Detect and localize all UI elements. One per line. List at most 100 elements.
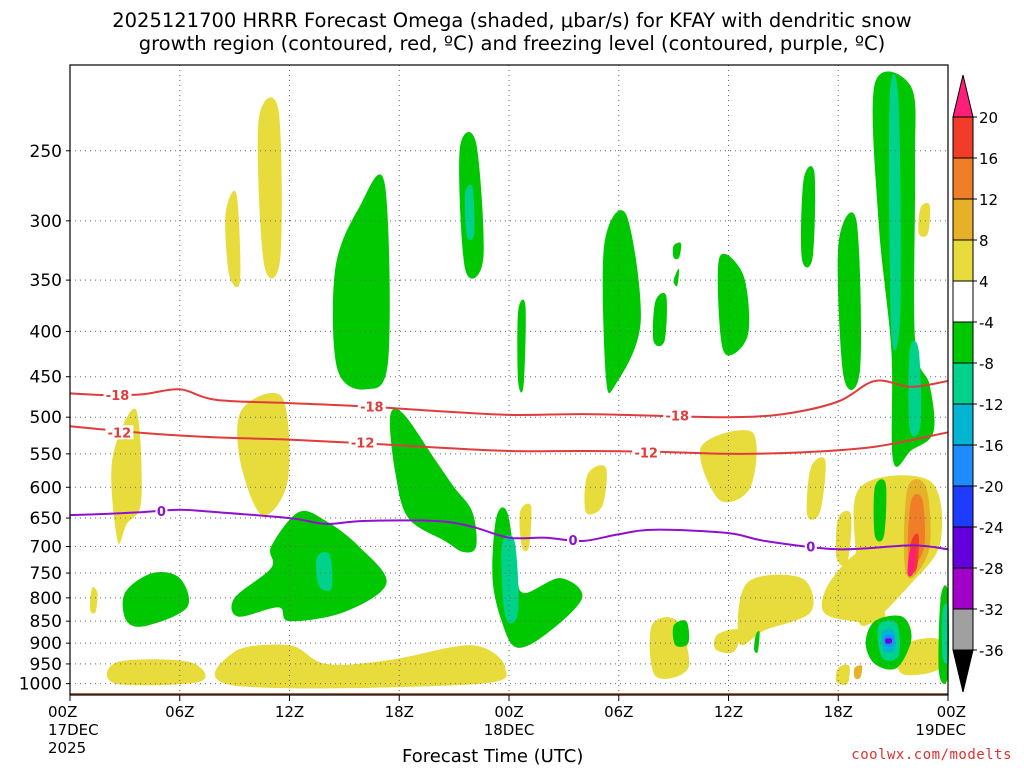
omega-region-42 <box>908 340 922 437</box>
x-date-label-4: 18DEC <box>484 721 535 739</box>
omega-region-12 <box>714 629 741 654</box>
x-tick-label-3: 18Z <box>385 703 414 721</box>
omega-region-13 <box>806 457 826 520</box>
y-tick-label-7: 600 <box>30 478 62 498</box>
chart-title-line-1: 2025121700 HRRR Forecast Omega (shaded, … <box>112 9 912 32</box>
omega-region-15 <box>835 510 852 567</box>
contour-label-bg-2-0 <box>155 503 168 518</box>
terrain-rect <box>70 693 948 695</box>
y-tick-label-13: 900 <box>30 634 62 654</box>
x-date-label-0: 17DEC <box>48 721 99 739</box>
contour-label-bg-1-1 <box>348 435 377 450</box>
x-tick-label-2: 12Z <box>275 703 304 721</box>
contour-line-1 <box>69 425 949 455</box>
colorbar-box-4 <box>952 239 974 282</box>
y-tick-label-11: 800 <box>30 589 62 609</box>
omega-region-0 <box>237 392 290 516</box>
y-tick-label-2: 350 <box>30 271 62 291</box>
chart-title-line-2: growth region (contoured, red, ºC) and f… <box>138 32 886 55</box>
omega-region-6 <box>214 644 507 689</box>
omega-shading <box>89 71 950 689</box>
colorbar-box-6 <box>952 321 974 364</box>
terrain-band <box>70 693 948 695</box>
omega-region-18 <box>835 664 850 685</box>
x-year-label-0: 2025 <box>48 739 86 757</box>
colorbar-box-13 <box>952 608 974 651</box>
colorbar-box-9 <box>952 444 974 487</box>
contour-label-bg-0-1 <box>357 399 386 414</box>
colorbar-box-12 <box>952 567 974 610</box>
omega-region-22 <box>517 299 526 393</box>
omega-region-28 <box>800 166 816 268</box>
omega-region-20 <box>332 174 390 390</box>
contour-label-0-2: -18 <box>666 410 690 425</box>
colorbar-label-9: -20 <box>979 478 1004 496</box>
colorbar-label-7: -12 <box>979 396 1004 414</box>
omega-region-16 <box>853 475 943 626</box>
omega-region-23 <box>602 210 641 394</box>
credit-link[interactable]: coolwx.com/modelts <box>851 747 1012 763</box>
omega-region-8 <box>519 503 532 552</box>
omega-region-32 <box>424 492 445 532</box>
contour-label-bg-1-2 <box>632 445 661 460</box>
contour-label-1-2: -12 <box>634 446 658 461</box>
omega-region-50 <box>885 638 892 644</box>
y-tick-label-5: 500 <box>30 408 62 428</box>
x-tick-label-8: 00Z <box>937 703 966 721</box>
omega-region-31 <box>389 408 477 553</box>
omega-region-10 <box>737 574 814 646</box>
x-tick-label-5: 06Z <box>604 703 633 721</box>
omega-region-54 <box>907 547 916 577</box>
x-tick-label-4: 00Z <box>494 703 523 721</box>
contour-label-0-0: -18 <box>106 389 130 404</box>
y-tick-label-10: 750 <box>30 564 62 584</box>
omega-region-37 <box>754 630 760 653</box>
omega-region-1 <box>257 97 282 279</box>
contour-label-bg-0-0 <box>103 388 132 403</box>
omega-region-3 <box>111 408 142 544</box>
colorbar-label-1: 16 <box>979 150 998 168</box>
colorbar-box-10 <box>952 485 974 528</box>
omega-region-29 <box>837 212 862 391</box>
colorbar-label-4: 4 <box>979 273 989 291</box>
omega-region-34 <box>231 510 387 622</box>
x-tick-label-1: 06Z <box>165 703 194 721</box>
colorbar-box-2 <box>952 157 974 200</box>
omega-region-4 <box>89 587 98 614</box>
contour-label-2-1: 0 <box>568 534 577 549</box>
x-tick-label-6: 12Z <box>714 703 743 721</box>
colorbar-label-2: 12 <box>979 191 998 209</box>
contour-label-bg-2-1 <box>567 532 580 547</box>
contour-label-bg-1-0 <box>105 425 134 440</box>
y-tick-label-15: 1000 <box>19 675 62 695</box>
contour-lines: -18 -18 -18 -12 -12 -12 0 0 0 <box>69 379 949 556</box>
omega-region-44 <box>316 551 333 591</box>
omega-region-45 <box>464 184 475 241</box>
x-date-label-8: 19DEC <box>915 721 966 739</box>
colorbar-box-3 <box>952 198 974 241</box>
omega-region-25 <box>672 242 682 260</box>
y-tick-label-14: 950 <box>30 655 62 675</box>
colorbar-box-5 <box>952 280 974 323</box>
colorbar-label-3: 8 <box>979 232 989 250</box>
y-tick-label-1: 300 <box>30 212 62 232</box>
omega-region-7 <box>584 465 607 515</box>
contour-label-1-0: -12 <box>108 426 132 441</box>
colorbar-label-13: -36 <box>979 642 1004 660</box>
colorbar-box-7 <box>952 362 974 405</box>
x-tick-label-0: 00Z <box>48 703 77 721</box>
colorbar-box-11 <box>952 526 974 569</box>
contour-label-1-1: -12 <box>351 436 375 451</box>
colorbar-box-1 <box>952 116 974 159</box>
omega-region-35 <box>122 571 190 627</box>
y-tick-label-6: 550 <box>30 445 62 465</box>
contour-label-0-1: -18 <box>360 400 384 415</box>
omega-region-2 <box>225 190 241 288</box>
contour-label-2-2: 0 <box>806 541 815 556</box>
contour-label-bg-2-2 <box>804 539 817 554</box>
y-tick-label-3: 400 <box>30 322 62 342</box>
y-tick-label-8: 650 <box>30 509 62 529</box>
omega-region-26 <box>652 293 667 347</box>
colorbar-bottom-arrow <box>952 649 974 693</box>
